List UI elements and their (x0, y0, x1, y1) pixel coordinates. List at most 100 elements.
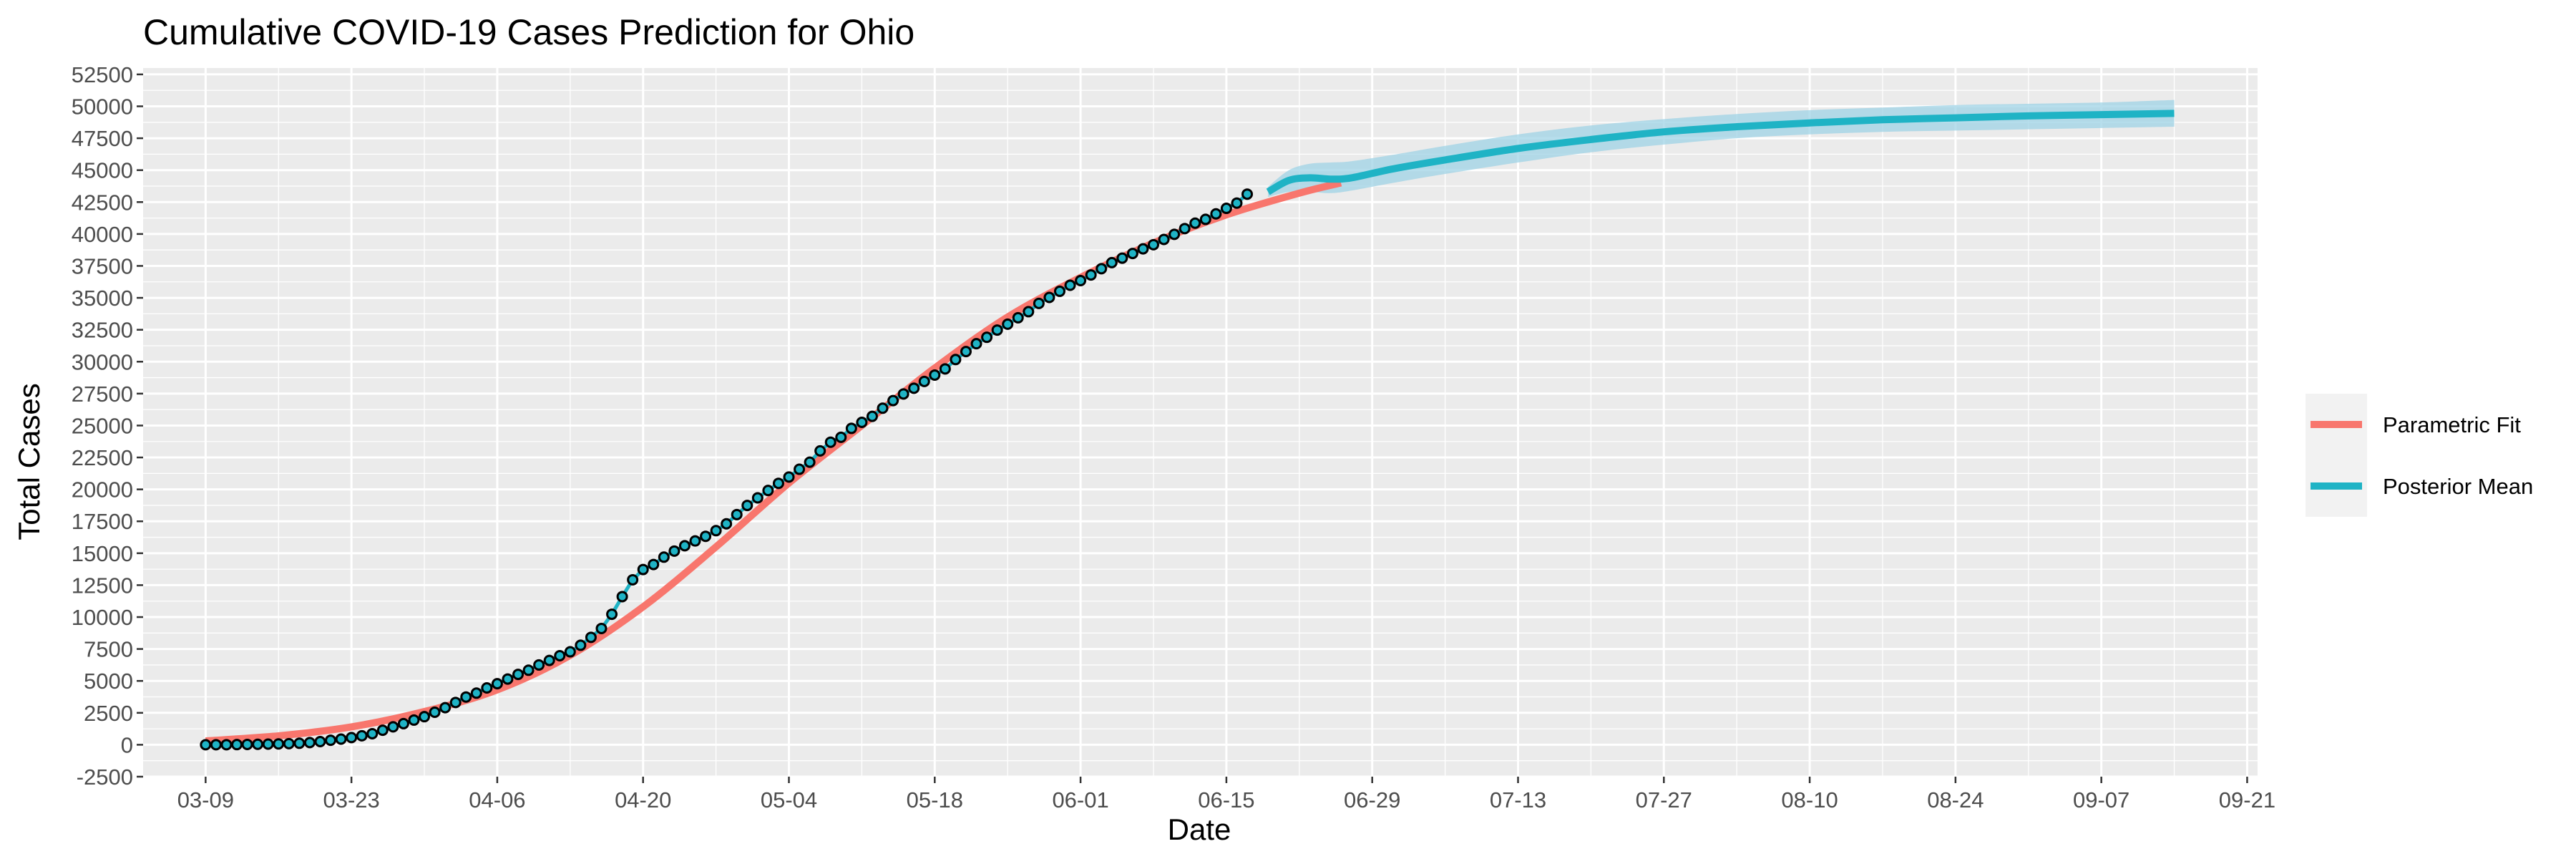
observed-point (991, 324, 1003, 336)
observed-point (1106, 256, 1118, 268)
observed-point (543, 654, 555, 666)
observed-point (637, 563, 649, 576)
observed-point (1043, 291, 1055, 304)
observed-point (1053, 285, 1065, 297)
observed-point (1189, 217, 1201, 229)
observed-point (970, 338, 982, 350)
observed-point (262, 738, 274, 750)
x-tick-label: 03-23 (323, 787, 379, 812)
observed-point (314, 735, 326, 747)
x-tick-label: 09-07 (2073, 787, 2129, 812)
observed-point (595, 622, 608, 634)
observed-point (210, 739, 222, 751)
observed-point (1137, 243, 1149, 255)
observed-point (741, 500, 753, 512)
observed-point (794, 463, 806, 475)
posterior-band (1268, 100, 2175, 198)
observed-point (678, 540, 691, 552)
y-tick-label: 10000 (72, 605, 133, 630)
x-tick-label: 04-20 (615, 787, 671, 812)
posterior-band-layer (1268, 100, 2175, 198)
observed-point (429, 706, 441, 718)
observed-point (981, 331, 993, 344)
observed-point (877, 402, 889, 414)
observed-point (762, 485, 774, 497)
observed-point (627, 573, 639, 586)
chart-title: Cumulative COVID-19 Cases Prediction for… (143, 12, 914, 52)
y-tick-label: 40000 (72, 222, 133, 247)
observed-point (1023, 306, 1035, 318)
observed-point (1002, 318, 1014, 330)
x-tick-label: 08-24 (1927, 787, 1984, 812)
posterior-mean-line (1266, 110, 2175, 195)
y-axis-title: Total Cases (12, 383, 46, 540)
observed-point (325, 734, 337, 747)
x-tick-label: 04-06 (469, 787, 525, 812)
y-tick-label: 52500 (72, 62, 133, 87)
observed-point (950, 354, 962, 366)
observed-point (1158, 233, 1170, 246)
observed-point (824, 436, 836, 448)
observed-point (439, 702, 452, 714)
observed-point (460, 691, 472, 703)
observed-point (200, 739, 212, 751)
observed-point (835, 431, 847, 443)
observed-point (960, 346, 972, 358)
observed-point (522, 664, 535, 676)
y-tick-label: 0 (121, 732, 133, 757)
x-tick-label: 06-29 (1344, 787, 1400, 812)
y-tick-label: 30000 (72, 349, 133, 374)
observed-point (533, 659, 545, 671)
observed-point (1147, 238, 1159, 251)
observed-point (710, 525, 722, 537)
y-tick-label: 50000 (72, 94, 133, 120)
observed-point (419, 711, 431, 723)
observed-point (1075, 275, 1087, 286)
y-tick-label: 15000 (72, 541, 133, 566)
y-tick-label: 5000 (84, 669, 133, 694)
y-tick-label: 7500 (84, 637, 133, 662)
y-tick-label: 12500 (72, 573, 133, 598)
x-tick-label: 05-18 (907, 787, 963, 812)
observed-point (648, 558, 660, 571)
observed-point (804, 456, 816, 468)
observed-point (1241, 188, 1254, 200)
y-tick-label: 17500 (72, 509, 133, 534)
observed-point (731, 508, 743, 520)
observed-point (356, 729, 368, 742)
observed-point (814, 445, 826, 457)
observed-point (721, 518, 733, 530)
observed-point (502, 673, 514, 685)
observed-point (273, 738, 285, 750)
observed-point (1199, 213, 1211, 225)
observed-point (376, 724, 389, 737)
observed-point (1220, 203, 1232, 215)
x-tick-label: 06-15 (1198, 787, 1254, 812)
x-axis-title: Date (1168, 812, 1231, 846)
observed-point (1210, 208, 1222, 220)
legend: Parametric Fit Posterior Mean (2306, 394, 2533, 517)
observed-point (616, 591, 628, 603)
observed-point (585, 631, 597, 644)
observed-point (1096, 263, 1108, 275)
observed-point (470, 687, 482, 699)
observed-point (751, 492, 763, 504)
observed-point (1033, 297, 1045, 309)
x-axis: 03-09 03-23 04-06 04-20 05-04 05-18 06-01 06-15… (177, 777, 2275, 812)
observed-point (346, 732, 358, 744)
observed-point (1085, 269, 1097, 281)
observed-point (1064, 279, 1076, 291)
observed-point (929, 369, 941, 381)
observed-point (491, 678, 503, 690)
observed-point (564, 646, 576, 658)
observed-point (449, 697, 462, 709)
observed-point (845, 422, 857, 435)
legend-label: Posterior Mean (2383, 474, 2533, 499)
y-axis: -2500 0 2500 5000 7500 10000 12500 15000 17500 20… (72, 62, 143, 790)
y-tick-label: 22500 (72, 445, 133, 470)
y-tick-label: 35000 (72, 286, 133, 311)
observed-points (200, 188, 1254, 751)
observed-point (481, 682, 493, 694)
observed-point (606, 608, 618, 621)
observed-point (700, 530, 712, 543)
